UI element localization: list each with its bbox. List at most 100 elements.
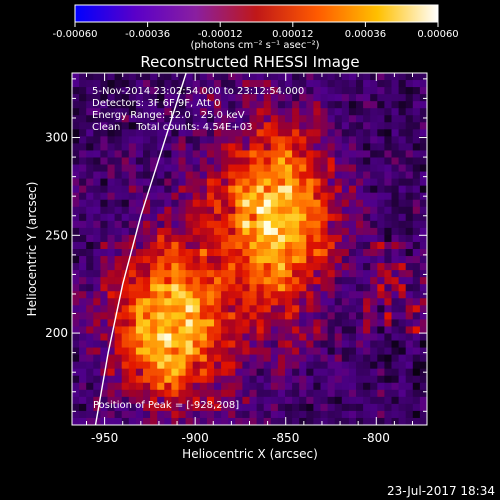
heatmap-cell bbox=[235, 340, 243, 349]
heatmap-cell bbox=[242, 277, 250, 285]
heatmap-cell bbox=[128, 171, 137, 180]
heatmap-cell bbox=[228, 220, 236, 229]
heatmap-cell bbox=[419, 298, 427, 306]
heatmap-cell bbox=[150, 417, 158, 425]
heatmap-cell bbox=[228, 94, 236, 102]
heatmap-cell bbox=[192, 284, 201, 292]
heatmap-cell bbox=[313, 305, 321, 313]
heatmap-cell bbox=[192, 249, 201, 257]
heatmap-cell bbox=[377, 101, 385, 109]
heatmap-cell bbox=[334, 319, 343, 327]
heatmap-cell bbox=[277, 340, 286, 349]
heatmap-cell bbox=[72, 122, 80, 130]
heatmap-cell bbox=[384, 361, 392, 370]
heatmap-cell bbox=[143, 199, 151, 208]
heatmap-cell bbox=[192, 185, 201, 194]
heatmap-cell bbox=[334, 354, 343, 363]
y-tick-label: 250 bbox=[45, 228, 68, 242]
heatmap-cell bbox=[235, 354, 243, 363]
heatmap-cell bbox=[249, 284, 258, 292]
heatmap-cell bbox=[93, 178, 101, 187]
heatmap-cell bbox=[263, 340, 272, 349]
heatmap-cell bbox=[285, 403, 293, 412]
heatmap-cell bbox=[143, 241, 151, 250]
x-axis-label: Heliocentric X (arcsec) bbox=[182, 447, 318, 461]
heatmap-cell bbox=[398, 305, 407, 313]
heatmap-cell bbox=[377, 417, 385, 425]
heatmap-cell bbox=[214, 256, 222, 264]
heatmap-cell bbox=[341, 150, 350, 158]
heatmap-cell bbox=[405, 73, 414, 81]
heatmap-cell bbox=[405, 305, 414, 313]
heatmap-cell bbox=[135, 340, 144, 349]
heatmap-cell bbox=[263, 396, 272, 405]
heatmap-cell bbox=[135, 143, 144, 151]
heatmap-cell bbox=[249, 73, 258, 81]
heatmap-cell bbox=[384, 354, 392, 363]
heatmap-cell bbox=[121, 73, 130, 81]
heatmap-cell bbox=[277, 410, 286, 419]
heatmap-cell bbox=[164, 305, 172, 313]
heatmap-cell bbox=[334, 157, 343, 166]
heatmap-cell bbox=[128, 284, 137, 292]
heatmap-cell bbox=[178, 199, 187, 208]
heatmap-cell bbox=[93, 192, 101, 201]
heatmap-cell bbox=[228, 115, 236, 123]
heatmap-cell bbox=[121, 143, 130, 151]
heatmap-cell bbox=[192, 361, 201, 370]
heatmap-cell bbox=[178, 256, 187, 264]
heatmap-cell bbox=[86, 234, 94, 243]
heatmap-cell bbox=[419, 94, 427, 102]
peak-position-label: Position of Peak = [-928,208] bbox=[93, 400, 239, 411]
heatmap-cell bbox=[370, 249, 378, 257]
heatmap-cell bbox=[363, 249, 371, 257]
heatmap-cell bbox=[171, 249, 179, 257]
heatmap-cell bbox=[391, 263, 400, 271]
heatmap-cell bbox=[320, 326, 329, 334]
heatmap-cell bbox=[214, 305, 222, 313]
heatmap-cell bbox=[370, 220, 378, 229]
heatmap-cell bbox=[100, 143, 108, 151]
heatmap-cell bbox=[178, 298, 187, 306]
heatmap-cell bbox=[299, 136, 307, 144]
heatmap-cell bbox=[143, 389, 151, 398]
heatmap-cell bbox=[171, 417, 179, 425]
heatmap-cell bbox=[171, 206, 179, 215]
heatmap-cell bbox=[292, 319, 300, 327]
heatmap-cell bbox=[235, 284, 243, 292]
heatmap-cell bbox=[285, 249, 293, 257]
heatmap-cell bbox=[363, 403, 371, 412]
heatmap-cell bbox=[263, 326, 272, 334]
colorbar-tick-label: 0.00012 bbox=[272, 29, 313, 40]
heatmap-cell bbox=[100, 305, 108, 313]
heatmap-cell bbox=[164, 270, 172, 278]
heatmap-cell bbox=[235, 122, 243, 130]
heatmap-cell bbox=[79, 136, 87, 144]
heatmap-cell bbox=[256, 333, 265, 342]
heatmap-cell bbox=[270, 192, 279, 201]
heatmap-cell bbox=[412, 157, 421, 166]
heatmap-cell bbox=[100, 340, 108, 349]
heatmap-cell bbox=[341, 101, 350, 109]
heatmap-cell bbox=[135, 122, 144, 130]
heatmap-cell bbox=[214, 136, 222, 144]
heatmap-cell bbox=[228, 263, 236, 271]
heatmap-cell bbox=[221, 298, 229, 306]
heatmap-cell bbox=[419, 164, 427, 173]
heatmap-cell bbox=[292, 171, 300, 180]
heatmap-cell bbox=[228, 234, 236, 243]
heatmap-cell bbox=[277, 396, 286, 405]
heatmap-cell bbox=[327, 312, 336, 320]
heatmap-cell bbox=[412, 94, 421, 102]
heatmap-cell bbox=[171, 87, 179, 95]
heatmap-cell bbox=[164, 94, 172, 102]
heatmap-cell bbox=[292, 108, 300, 116]
heatmap-cell bbox=[313, 150, 321, 158]
heatmap-cell bbox=[228, 340, 236, 349]
heatmap-cell bbox=[72, 80, 80, 88]
heatmap-cell bbox=[320, 368, 329, 377]
heatmap-cell bbox=[341, 298, 350, 306]
heatmap-cell bbox=[72, 171, 80, 180]
annotation-time-range: 5-Nov-2014 23:02:54.000 to 23:12:54.000 bbox=[92, 86, 304, 97]
